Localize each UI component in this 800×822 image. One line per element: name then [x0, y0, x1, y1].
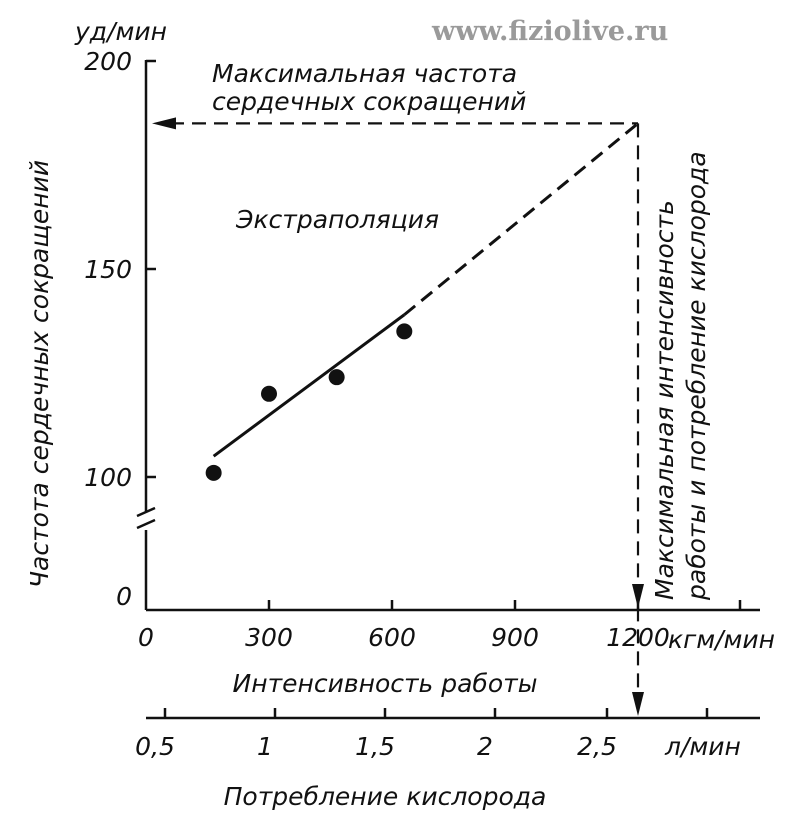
secondary-tick-label: 2 — [477, 732, 493, 761]
data-point — [205, 464, 222, 481]
max-heart-rate-arrow — [152, 117, 176, 130]
x-axis-label: Интенсивность работы — [233, 669, 538, 698]
secondary-ticks: 0,5 1 1,5 2 2,5 — [135, 708, 709, 761]
secondary-tick-label: 1 — [257, 732, 273, 761]
y-tick-label: 0 — [116, 582, 132, 611]
watermark-text: www.fiziolive.ru — [431, 16, 668, 47]
annotation-max-intensity-line2: работы и потребление кислорода — [682, 151, 711, 601]
secondary-axis-unit: л/мин — [664, 732, 741, 761]
y-axis-unit: уд/мин — [74, 17, 167, 46]
data-point — [328, 369, 345, 386]
secondary-tick-label: 1,5 — [355, 732, 395, 761]
x-tick-label: 600 — [368, 623, 416, 652]
fit-line — [212, 313, 406, 458]
max-intensity-arrow — [632, 692, 644, 716]
annotation-max-heart-rate-line2: сердечных сокращений — [212, 87, 526, 116]
data-point — [261, 385, 277, 402]
x-axis-unit: кгм/мин — [668, 625, 775, 654]
secondary-tick-label: 0,5 — [135, 732, 175, 761]
x-tick-label: 300 — [245, 623, 293, 652]
y-axis-label: Частота сердечных сокращений — [25, 160, 54, 588]
x-ticks: 0 300 600 900 1200 — [138, 600, 742, 652]
data-points — [205, 323, 413, 481]
annotation-max-intensity-line1: Максимальная интенсивность — [650, 200, 679, 600]
y-tick-label: 100 — [84, 463, 132, 492]
y-tick-label: 150 — [84, 255, 132, 284]
data-point — [396, 323, 413, 340]
x-tick-label: 900 — [491, 623, 539, 652]
annotation-extrapolation: Экстраполяция — [235, 205, 439, 234]
annotation-max-heart-rate-line1: Максимальная частота — [212, 59, 517, 88]
max-intensity-arrow-top — [632, 584, 644, 608]
x-tick-label: 0 — [138, 623, 154, 652]
y-axis-break-mark-1 — [136, 506, 156, 518]
extrapolation-line — [403, 122, 639, 316]
y-ticks: 0 100 150 200 — [84, 47, 156, 611]
y-axis-break-mark-2 — [136, 518, 156, 530]
y-tick-label: 200 — [84, 47, 132, 76]
secondary-tick-label: 2,5 — [577, 732, 617, 761]
secondary-axis-label: Потребление кислорода — [224, 782, 547, 811]
